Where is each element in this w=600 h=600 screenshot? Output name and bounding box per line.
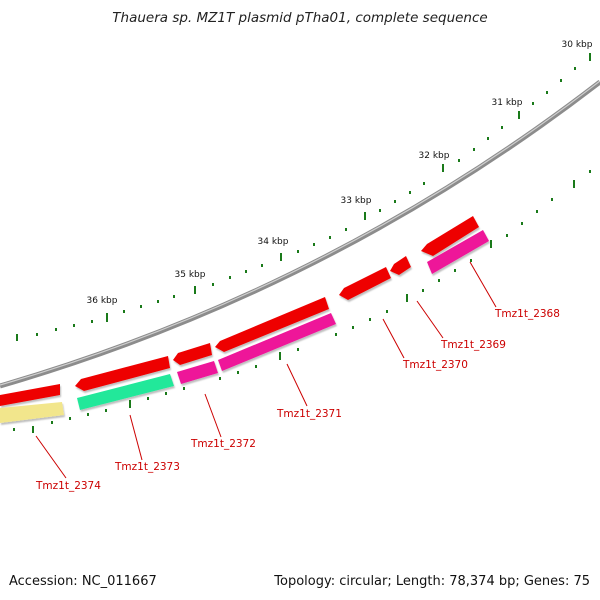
leader-line-tmz1t-2371 — [286, 363, 308, 407]
gene-bar-magenta[interactable] — [218, 313, 336, 371]
gene-bar-cyan[interactable] — [77, 374, 174, 410]
leader-line-tmz1t-2369 — [416, 300, 444, 339]
scale-label-34kbp: 34 kbp — [258, 237, 289, 247]
gene-bar-magenta[interactable] — [427, 230, 489, 274]
gene-arrow-red[interactable] — [215, 297, 329, 352]
accession-label: Accession: NC_011667 — [9, 574, 157, 589]
gene-bar-yellow[interactable] — [0, 402, 64, 423]
leader-line-tmz1t-2373 — [129, 414, 143, 461]
gene-bar-magenta[interactable] — [177, 361, 218, 384]
leader-line-tmz1t-2372 — [204, 393, 222, 438]
gene-arrow-red[interactable] — [75, 356, 170, 391]
backbone-circle — [0, 80, 600, 389]
gene-label-tmz1t-2372[interactable]: Tmz1t_2372 — [190, 438, 256, 450]
gene-arrow-red[interactable] — [390, 256, 411, 275]
scale-label-35kbp: 35 kbp — [175, 270, 206, 280]
gene-label-tmz1t-2374[interactable]: Tmz1t_2374 — [35, 480, 101, 492]
gene-label-tmz1t-2368[interactable]: Tmz1t_2368 — [494, 308, 560, 320]
outer-tick-ring — [16, 53, 591, 341]
inner-tick-ring — [13, 170, 591, 433]
gene-label-tmz1t-2371[interactable]: Tmz1t_2371 — [276, 408, 342, 420]
scale-label-36kbp: 36 kbp — [87, 296, 118, 306]
scale-label-33kbp: 33 kbp — [341, 196, 372, 206]
gene-arrow-red[interactable] — [173, 343, 212, 365]
map-title: Thauera sp. MZ1T plasmid pTha01, complet… — [112, 10, 488, 26]
scale-label-31kbp: 31 kbp — [492, 98, 523, 108]
leader-line-tmz1t-2368 — [469, 261, 497, 308]
leader-line-tmz1t-2370 — [382, 318, 405, 359]
gene-arrow-red[interactable] — [421, 216, 479, 256]
gene-arrow-red[interactable] — [0, 384, 60, 406]
gene-label-tmz1t-2373[interactable]: Tmz1t_2373 — [114, 461, 180, 473]
gene-label-tmz1t-2369[interactable]: Tmz1t_2369 — [440, 339, 506, 351]
gene-label-tmz1t-2370[interactable]: Tmz1t_2370 — [402, 359, 468, 371]
leader-line-tmz1t-2374 — [35, 435, 67, 479]
scale-label-30kbp: 30 kbp — [562, 40, 593, 50]
summary-label: Topology: circular; Length: 78,374 bp; G… — [274, 574, 590, 589]
backbone-highlight — [0, 80, 600, 386]
scale-label-32kbp: 32 kbp — [419, 151, 450, 161]
gene-arrow-red[interactable] — [339, 267, 391, 300]
